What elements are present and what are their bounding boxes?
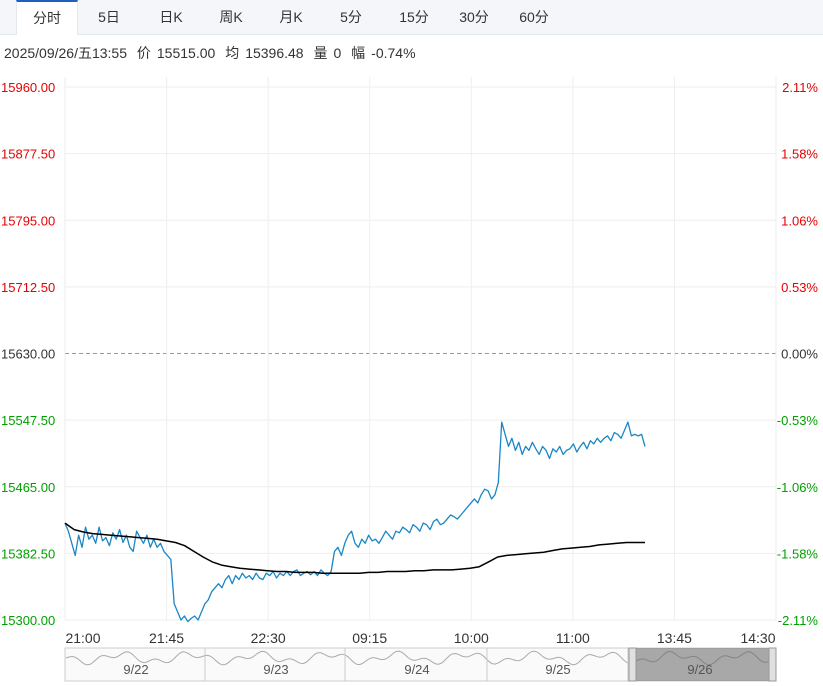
tab-3[interactable]: 周K	[219, 9, 243, 25]
tab-4[interactable]: 月K	[279, 9, 303, 25]
y-tick-label: 15465.00	[1, 480, 55, 495]
navigator-day-label: 9/26	[687, 662, 712, 677]
y-tick-label: 15795.00	[1, 213, 55, 228]
navigator-right-handle[interactable]	[768, 647, 777, 682]
navigator-selection[interactable]	[636, 648, 769, 681]
navigator-day-label: 9/25	[545, 662, 570, 677]
x-tick-label: 13:45	[657, 630, 692, 646]
price-line	[64, 421, 646, 623]
y-tick-label: 15547.50	[1, 413, 55, 428]
pct-tick-label: -1.06%	[777, 480, 819, 495]
tab-6[interactable]: 15分	[399, 9, 429, 25]
period-tab-bar: 分时 5日 日K 周K 月K 5分 15分 30分 60分	[0, 0, 823, 35]
tab-5[interactable]: 5分	[340, 9, 362, 25]
y-tick-label: 15877.50	[1, 147, 55, 162]
x-tick-label: 21:45	[149, 630, 184, 646]
price-value: 15515.00	[156, 45, 216, 61]
y-tick-label: 15960.00	[1, 80, 55, 95]
range-navigator[interactable]: 9/22 9/23 9/24 9/25 9/26	[0, 644, 823, 684]
pct-tick-label: -0.53%	[777, 413, 819, 428]
y-tick-label: 15630.00	[1, 347, 55, 362]
average-line	[64, 522, 645, 574]
tab-0[interactable]: 分时	[16, 0, 78, 35]
tab-7[interactable]: 30分	[459, 9, 489, 25]
x-tick-label: 14:30	[740, 630, 775, 646]
change-label: 幅	[351, 45, 366, 61]
avg-value: 15396.48	[245, 45, 304, 61]
pct-tick-label: -1.58%	[777, 546, 819, 561]
y-tick-label: 15382.50	[1, 546, 55, 561]
navigator-day-label: 9/22	[123, 662, 148, 677]
intraday-chart[interactable]: 15960.00 2.11% 15877.50 1.58% 15795.00 1.06% 1…	[0, 70, 823, 650]
price-label: 价	[136, 45, 151, 61]
change-value: -0.74%	[371, 45, 416, 61]
volume-label: 量	[313, 45, 328, 61]
x-tick-label: 10:00	[454, 630, 489, 646]
y-tick-label: 15712.50	[1, 280, 55, 295]
pct-tick-label: 1.06%	[781, 213, 818, 228]
pct-tick-label: 0.00%	[781, 347, 818, 362]
pct-tick-label: 1.58%	[781, 147, 818, 162]
navigator-day-label: 9/23	[263, 662, 288, 677]
tab-8[interactable]: 60分	[519, 9, 549, 25]
pct-tick-label: 0.53%	[781, 280, 818, 295]
navigator-left-handle[interactable]	[628, 647, 637, 682]
avg-label: 均	[225, 45, 240, 61]
x-tick-label: 11:00	[556, 630, 590, 646]
pct-tick-label: 2.11%	[782, 80, 818, 95]
quote-datetime: 2025/09/26/五13:55	[4, 45, 127, 61]
x-tick-label: 22:30	[251, 630, 286, 646]
tab-2[interactable]: 日K	[159, 9, 183, 25]
y-tick-label: 15300.00	[1, 613, 55, 628]
x-tick-label: 09:15	[352, 630, 387, 646]
navigator-day-label: 9/24	[404, 662, 429, 677]
pct-tick-label: -2.11%	[778, 613, 819, 628]
x-tick-label: 21:00	[65, 630, 100, 646]
volume-value: 0	[333, 45, 342, 61]
tab-1[interactable]: 5日	[98, 9, 120, 25]
